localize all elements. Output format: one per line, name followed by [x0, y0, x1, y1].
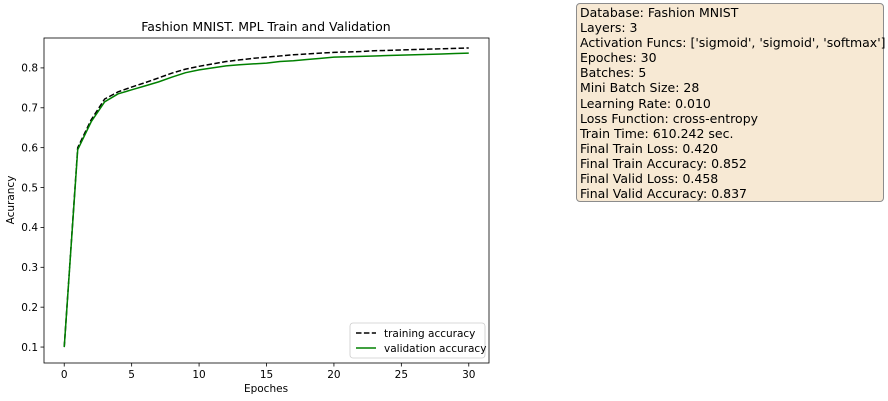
- training-accuracy-line: [63, 47, 469, 348]
- legend-label-validation: validation accuracy: [384, 343, 486, 355]
- accuracy-chart: Fashion MNIST. MPL Train and Validation …: [5, 19, 490, 395]
- info-final-valid-loss: Final Valid Loss: 0.458: [580, 171, 719, 187]
- y-tick-label: 0.5: [21, 182, 38, 194]
- y-tick-label: 0.1: [21, 342, 38, 354]
- info-database: Database: Fashion MNIST: [580, 5, 739, 20]
- x-tick-label: 10: [192, 369, 205, 381]
- training-info-box: Database: Fashion MNIST Layers: 3 Activa…: [576, 3, 886, 202]
- x-tick-label: 5: [128, 369, 135, 381]
- info-batches: Batches: 5: [580, 65, 647, 81]
- info-learning-rate: Learning Rate: 0.010: [580, 95, 711, 111]
- x-axis-label: Epoches: [244, 383, 288, 395]
- y-axis-ticks: 0.1 0.2 0.3 0.4 0.5 0.6 0.7 0.8: [21, 63, 44, 354]
- x-axis-ticks: 0 5 10 15 20 25 30: [61, 363, 475, 381]
- info-layers: Layers: 3: [580, 20, 638, 36]
- info-train-time: Train Time: 610.242 sec.: [580, 125, 734, 141]
- chart-title: Fashion MNIST. MPL Train and Validation: [141, 19, 390, 34]
- plot-area: [43, 37, 490, 364]
- validation-accuracy-line: [63, 52, 469, 348]
- info-final-valid-accuracy: Final Valid Accuracy: 0.837: [580, 186, 748, 202]
- info-mini-batch-size: Mini Batch Size: 28: [580, 80, 700, 96]
- info-epoches: Epoches: 30: [580, 50, 657, 66]
- y-tick-label: 0.4: [21, 222, 38, 234]
- x-tick-label: 15: [260, 369, 273, 381]
- info-activation-funcs: Activation Funcs: ['sigmoid', 'sigmoid',…: [580, 35, 886, 51]
- y-tick-label: 0.8: [21, 63, 38, 75]
- series-lines: [63, 47, 469, 348]
- y-tick-label: 0.3: [21, 262, 38, 274]
- legend-label-training: training accuracy: [384, 328, 475, 340]
- x-tick-label: 30: [462, 369, 475, 381]
- info-loss-function: Loss Function: cross-entropy: [580, 110, 759, 126]
- legend: training accuracy validation accuracy: [349, 322, 486, 359]
- y-tick-label: 0.7: [21, 103, 38, 115]
- info-final-train-loss: Final Train Loss: 0.420: [580, 140, 719, 156]
- legend-frame: [349, 322, 486, 359]
- x-tick-label: 0: [61, 369, 68, 381]
- y-axis-label: Acurancy: [5, 176, 17, 225]
- x-tick-label: 25: [395, 369, 408, 381]
- y-tick-label: 0.6: [21, 142, 38, 154]
- y-tick-label: 0.2: [21, 302, 38, 314]
- x-tick-label: 20: [327, 369, 340, 381]
- info-final-train-accuracy: Final Train Accuracy: 0.852: [580, 155, 747, 171]
